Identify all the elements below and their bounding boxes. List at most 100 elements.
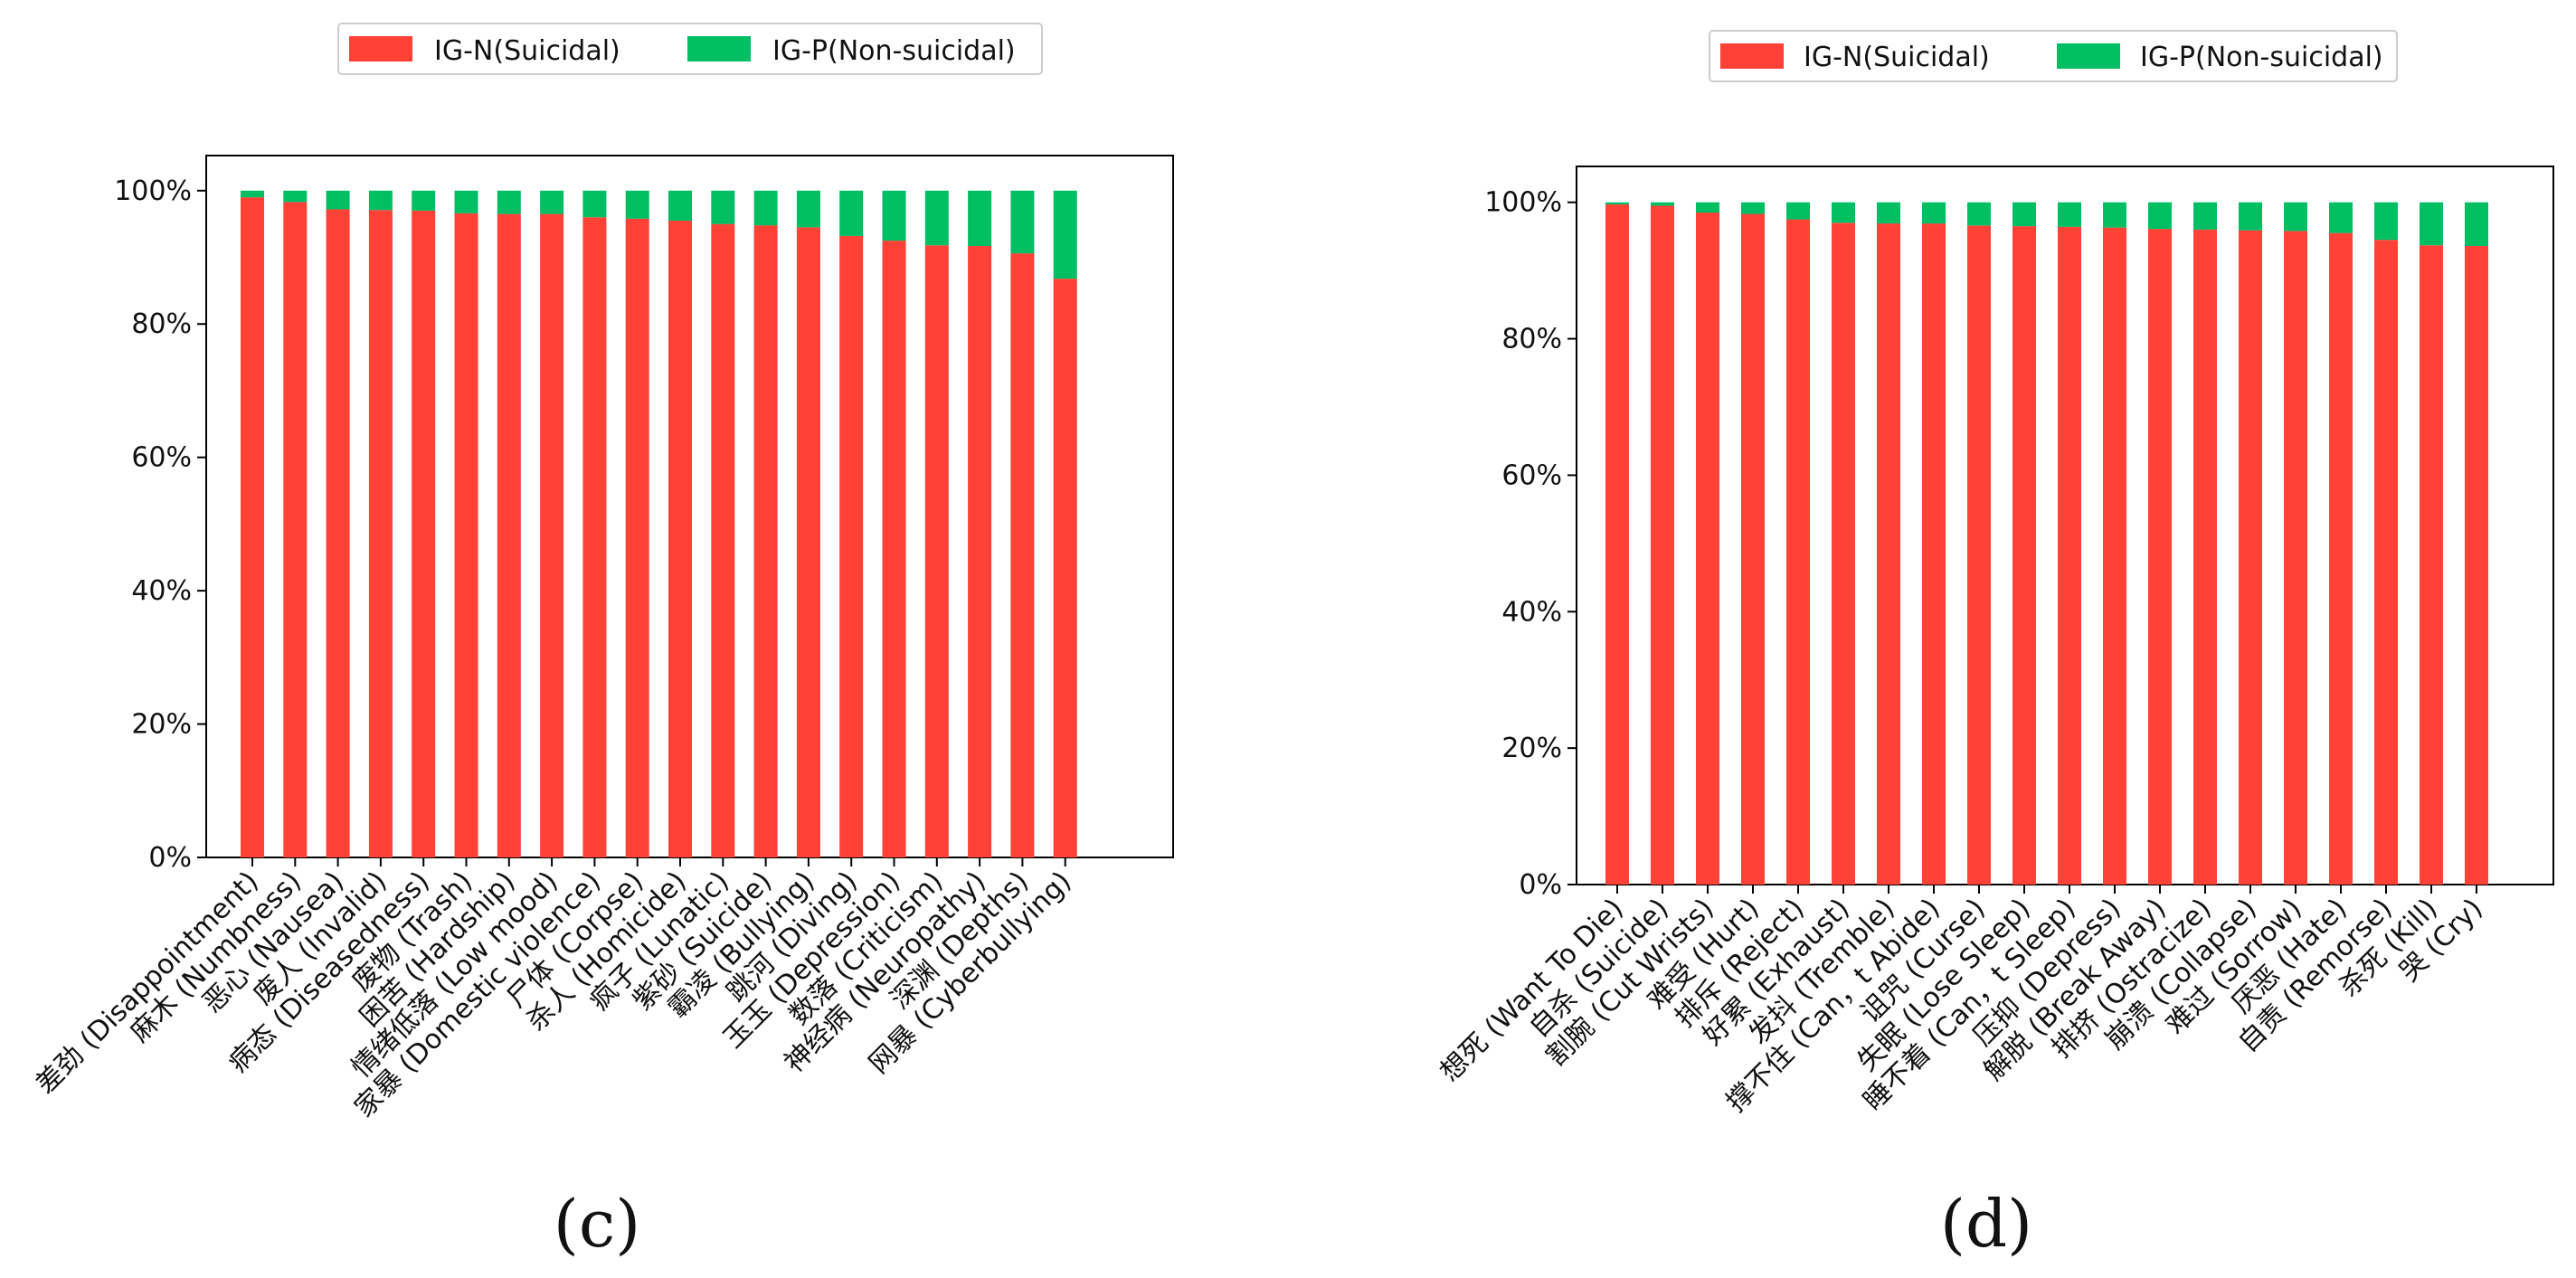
bar-non-suicidal <box>2374 202 2398 241</box>
bar-suicidal <box>882 241 906 858</box>
bar-suicidal <box>454 213 478 857</box>
bar-non-suicidal <box>839 190 864 236</box>
y-tick-label: 40% <box>1501 596 1562 628</box>
bar-non-suicidal <box>625 190 649 219</box>
bar-suicidal <box>839 235 864 858</box>
bar-suicidal <box>2103 227 2126 885</box>
bar-non-suicidal <box>711 190 735 224</box>
bar-non-suicidal <box>2148 202 2172 230</box>
bar-suicidal <box>1696 213 1719 885</box>
bar-suicidal <box>1877 223 1900 885</box>
bar-non-suicidal <box>796 190 820 228</box>
bar-non-suicidal <box>540 190 564 214</box>
legend-label-suicidal: IG-N(Suicidal) <box>1804 42 1990 73</box>
legend-swatch-non-suicidal <box>2057 43 2120 69</box>
bar-non-suicidal <box>497 190 521 214</box>
bar-suicidal <box>1741 213 1765 885</box>
bar-suicidal <box>2148 229 2172 885</box>
legend-c: IG-N(Suicidal) IG-P(Non-suicidal) <box>337 23 1043 75</box>
bar-suicidal <box>326 209 350 858</box>
legend-label-suicidal: IG-N(Suicidal) <box>434 35 620 67</box>
bar-non-suicidal <box>582 190 607 218</box>
chart-c: IG-N(Suicidal) IG-P(Non-suicidal) 0% 20% 4… <box>30 23 1174 1262</box>
bar-suicidal <box>1053 279 1077 857</box>
bar-non-suicidal <box>1696 202 1719 213</box>
legend-swatch-suicidal <box>1720 43 1784 69</box>
legend-swatch-suicidal <box>349 36 412 62</box>
bar-non-suicidal <box>1605 202 1629 204</box>
y-tick-label: 60% <box>131 442 192 474</box>
bar-suicidal <box>968 245 992 857</box>
bar-suicidal <box>1010 253 1035 857</box>
bar-suicidal <box>668 220 692 857</box>
panel-label-c: (c) <box>554 1186 641 1262</box>
bar-suicidal <box>241 197 264 857</box>
plot-area-c: 0%20%40%60%80%100%差劲 (Disappointment)麻木 … <box>30 155 1174 1124</box>
y-tick-label: 60% <box>1501 459 1562 491</box>
bar-non-suicidal <box>368 190 393 211</box>
panel-label-d: (d) <box>1940 1186 2032 1262</box>
bar-non-suicidal <box>2329 202 2353 233</box>
y-tick-label: 100% <box>1484 187 1562 219</box>
bar-suicidal <box>2465 245 2488 885</box>
bar-suicidal <box>540 213 564 858</box>
bar-suicidal <box>497 213 521 858</box>
bar-non-suicidal <box>2012 202 2036 227</box>
y-tick-label: 40% <box>131 575 192 607</box>
bar-suicidal <box>625 218 649 858</box>
legend-label-non-suicidal: IG-P(Non-suicidal) <box>772 35 1016 67</box>
bar-suicidal <box>283 202 308 857</box>
bar-suicidal <box>1651 205 1674 885</box>
bar-non-suicidal <box>1877 202 1900 224</box>
bar-suicidal <box>1832 222 1855 885</box>
bar-suicidal <box>412 210 436 857</box>
bar-non-suicidal <box>326 190 350 210</box>
y-tick-label: 80% <box>1501 324 1562 355</box>
bar-non-suicidal <box>2420 202 2443 246</box>
bar-non-suicidal <box>668 190 692 221</box>
y-tick-label: 80% <box>131 308 192 340</box>
bar-non-suicidal <box>1967 202 1991 226</box>
chart-d: IG-N(Suicidal) IG-P(Non-suicidal) 0% 20% 4… <box>1435 30 2554 1262</box>
bar-non-suicidal <box>1053 190 1077 279</box>
bar-non-suicidal <box>924 190 949 246</box>
bar-suicidal <box>753 225 778 857</box>
bar-suicidal <box>1786 219 1810 885</box>
bar-non-suicidal <box>2193 202 2217 230</box>
bar-suicidal <box>924 245 949 858</box>
bar-non-suicidal <box>1832 202 1855 223</box>
bar-non-suicidal <box>2058 202 2081 227</box>
bar-suicidal <box>711 223 735 857</box>
bar-non-suicidal <box>2465 202 2488 246</box>
bar-non-suicidal <box>2284 202 2307 232</box>
bar-suicidal <box>1922 223 1946 885</box>
bar-non-suicidal <box>454 190 478 213</box>
plot-area-d: 0%20%40%60%80%100%想死 (Want To Die)自杀 (Su… <box>1435 166 2554 1119</box>
bar-non-suicidal <box>283 190 308 203</box>
bar-non-suicidal <box>241 190 264 198</box>
bar-suicidal <box>582 217 607 858</box>
bar-suicidal <box>2374 240 2398 885</box>
bar-non-suicidal <box>968 190 992 246</box>
bar-non-suicidal <box>412 190 436 211</box>
legend-label-non-suicidal: IG-P(Non-suicidal) <box>2140 42 2383 73</box>
y-tick-label: 20% <box>1501 733 1562 764</box>
bar-suicidal <box>2193 229 2217 885</box>
legend-swatch-non-suicidal <box>687 36 751 62</box>
legend-d: IG-N(Suicidal) IG-P(Non-suicidal) <box>1709 30 2398 82</box>
bar-non-suicidal <box>753 190 778 226</box>
bar-non-suicidal <box>2103 202 2126 228</box>
bar-suicidal <box>796 227 820 857</box>
bar-suicidal <box>368 210 393 857</box>
y-tick-label: 0% <box>148 842 192 874</box>
bar-non-suicidal <box>1651 202 1674 206</box>
bar-suicidal <box>2239 230 2262 885</box>
y-tick-label: 100% <box>114 175 192 207</box>
bar-suicidal <box>2329 232 2353 885</box>
bar-non-suicidal <box>2239 202 2262 231</box>
bar-non-suicidal <box>1741 202 1765 214</box>
bar-suicidal <box>2012 226 2036 885</box>
bar-non-suicidal <box>1922 202 1946 224</box>
bar-non-suicidal <box>1786 202 1810 220</box>
